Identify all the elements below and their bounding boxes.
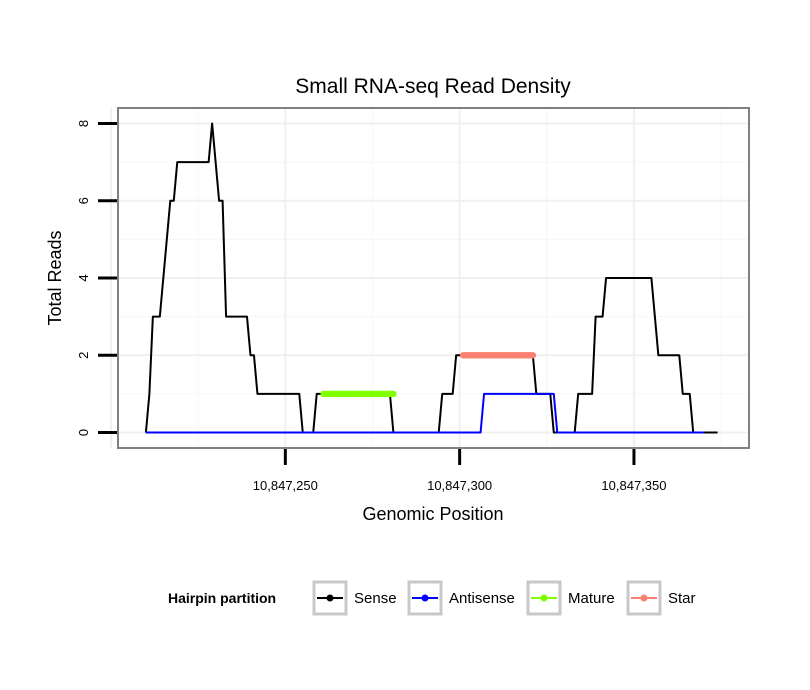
series-point-star xyxy=(529,352,537,359)
legend-title: Hairpin partition xyxy=(168,590,276,606)
legend-label: Sense xyxy=(354,590,397,607)
legend-key-dot xyxy=(640,594,648,602)
y-axis-ticks: 0 2 4 6 8 xyxy=(76,120,117,436)
series-line-antisense xyxy=(145,392,704,434)
plot-border xyxy=(117,107,750,449)
series-line-sense xyxy=(144,122,718,434)
y-axis-label: Total Reads xyxy=(45,230,65,325)
legend-item-mature: Mature xyxy=(526,580,615,616)
legend-key-dot xyxy=(540,594,548,602)
y-tick-label: 0 xyxy=(76,429,91,436)
series-point-mature xyxy=(390,390,397,398)
plot-panel xyxy=(110,107,750,449)
legend-key-dot xyxy=(421,594,429,602)
y-tick-label: 2 xyxy=(76,352,91,359)
x-tick-label: 10,847,250 xyxy=(253,478,318,493)
x-axis-label: Genomic Position xyxy=(362,504,503,524)
legend: Hairpin partition Sense Antisense Mature St… xyxy=(168,580,696,616)
y-tick-label: 6 xyxy=(76,197,91,204)
x-tick-label: 10,847,350 xyxy=(601,478,666,493)
y-tick-label: 4 xyxy=(76,274,91,281)
legend-label: Antisense xyxy=(449,590,515,607)
legend-item-star: Star xyxy=(626,580,696,616)
series-layer xyxy=(144,122,718,434)
legend-item-sense: Sense xyxy=(312,580,397,616)
y-tick-label: 8 xyxy=(76,120,91,127)
legend-key-dot xyxy=(326,594,334,602)
legend-label: Star xyxy=(668,590,696,607)
x-tick-label: 10,847,300 xyxy=(427,478,492,493)
x-axis-ticks: 10,847,250 10,847,300 10,847,350 xyxy=(253,449,666,493)
legend-label: Mature xyxy=(568,590,615,607)
chart-title: Small RNA-seq Read Density xyxy=(295,75,571,98)
legend-item-antisense: Antisense xyxy=(407,580,515,616)
